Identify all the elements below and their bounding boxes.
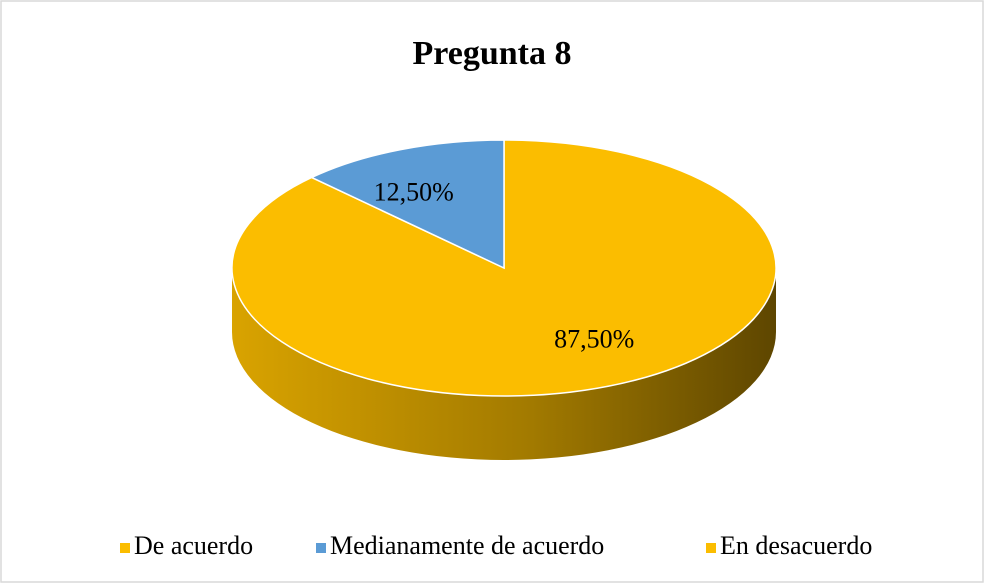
legend-marker	[120, 543, 130, 553]
legend-label: De acuerdo	[134, 531, 253, 560]
legend-marker	[706, 543, 716, 553]
data-label: 87,50%	[554, 324, 634, 353]
pie-slice	[309, 139, 505, 270]
data-label: 12,50%	[374, 178, 454, 207]
chart-title: Pregunta 8	[413, 35, 572, 72]
pie-side	[232, 268, 776, 460]
legend-label: En desacuerdo	[720, 531, 872, 560]
legend-label: Medianamente de acuerdo	[330, 531, 604, 560]
pie: 87,50% 12,50%	[231, 139, 777, 460]
legend-marker	[316, 543, 326, 553]
legend: De acuerdo Medianamente de acuerdo En desa…	[120, 531, 872, 560]
